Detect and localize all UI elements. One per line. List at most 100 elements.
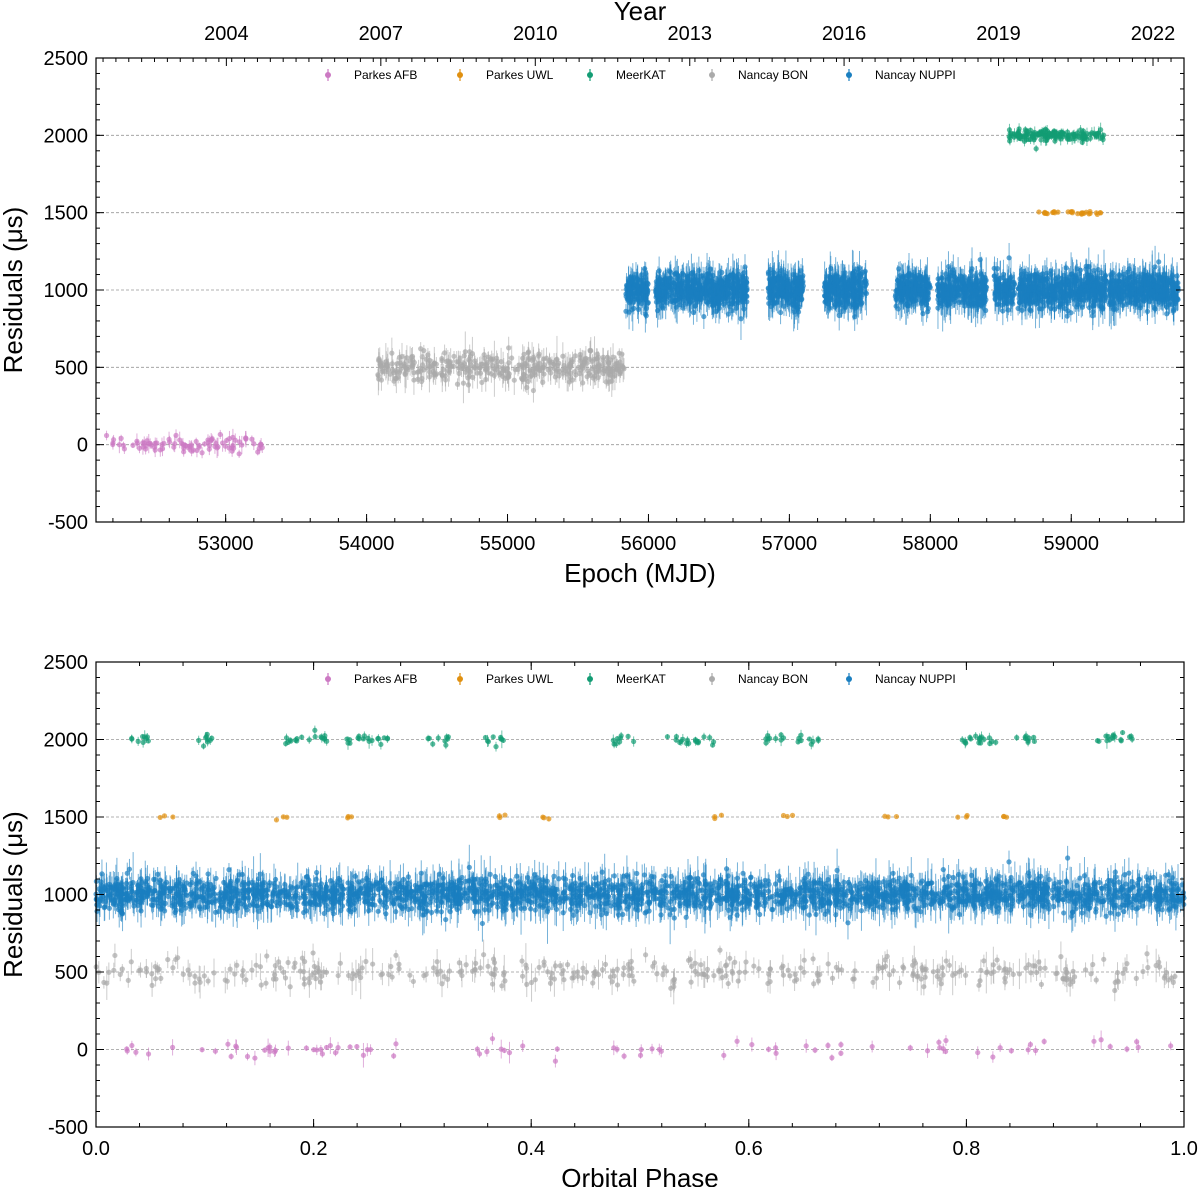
data-point	[411, 377, 417, 383]
data-point	[258, 441, 264, 447]
data-point	[231, 445, 237, 451]
data-point	[236, 451, 242, 457]
data-point	[144, 438, 150, 444]
data-point	[556, 360, 562, 366]
data-point	[565, 369, 571, 375]
data-point	[548, 370, 554, 376]
data-point	[427, 369, 433, 375]
data-point	[465, 382, 472, 388]
data-point	[481, 355, 487, 361]
data-point	[533, 366, 540, 372]
data-point	[243, 436, 249, 442]
data-point	[489, 362, 495, 369]
data-point	[205, 437, 211, 443]
data-point	[554, 356, 560, 362]
data-point	[617, 369, 624, 375]
data-point	[451, 353, 457, 359]
data-point	[596, 363, 603, 369]
data-point	[473, 362, 479, 368]
data-point	[166, 439, 173, 445]
data-point	[249, 436, 255, 442]
data-point	[434, 371, 440, 377]
data-point	[577, 351, 583, 358]
data-point	[419, 375, 425, 382]
data-point	[1152, 264, 1158, 270]
data-point	[791, 300, 797, 307]
data-point	[673, 304, 679, 310]
data-point	[148, 442, 154, 448]
series-nancay-nuppi	[623, 242, 1181, 340]
data-point	[656, 268, 662, 274]
data-point	[134, 440, 140, 446]
data-point	[600, 357, 606, 363]
data-point	[460, 380, 467, 386]
data-point	[610, 368, 616, 374]
data-point	[498, 359, 504, 365]
data-point	[690, 309, 697, 316]
data-point	[836, 312, 842, 319]
data-point	[560, 353, 566, 359]
data-point	[461, 365, 467, 372]
data-point	[506, 360, 512, 366]
data-point	[465, 375, 471, 381]
data-point	[159, 446, 166, 452]
data-point	[433, 361, 439, 367]
data-point	[173, 432, 179, 438]
series-parkes-afb	[103, 428, 265, 459]
data-point	[521, 351, 527, 357]
data-point	[251, 441, 257, 447]
data-point	[511, 377, 517, 383]
data-point	[213, 440, 219, 447]
data-point	[572, 353, 578, 359]
data-point	[189, 448, 195, 454]
data-point	[193, 438, 199, 445]
data-point	[396, 369, 402, 376]
data-point	[209, 436, 215, 443]
data-point	[1091, 267, 1097, 274]
data-point	[239, 442, 245, 448]
data-point	[466, 356, 472, 363]
data-point	[587, 372, 594, 378]
data-point	[688, 270, 695, 276]
data-point	[171, 444, 177, 450]
data-point	[136, 445, 143, 451]
data-point	[524, 384, 530, 391]
data-point	[1156, 259, 1162, 265]
data-point	[509, 355, 515, 361]
data-point	[469, 350, 476, 357]
data-point	[588, 347, 594, 354]
data-point	[196, 444, 202, 450]
data-point	[405, 364, 411, 370]
data-point	[395, 374, 401, 380]
data-point	[610, 354, 616, 360]
data-point	[591, 364, 597, 370]
data-point	[512, 367, 518, 373]
data-point	[516, 362, 522, 368]
data-point	[701, 313, 707, 320]
data-point	[379, 368, 385, 374]
data-point	[506, 345, 512, 351]
data-point	[121, 446, 127, 452]
data-point	[384, 363, 390, 370]
data-point	[407, 358, 413, 364]
data-point	[529, 372, 535, 378]
data-point	[255, 449, 261, 455]
data-point	[177, 437, 183, 443]
data-point	[579, 363, 585, 369]
data-point	[620, 364, 626, 370]
data-point	[616, 350, 622, 356]
data-point	[541, 371, 547, 377]
data-point	[605, 370, 611, 376]
data-point	[958, 273, 964, 279]
data-point	[152, 447, 158, 453]
data-point	[615, 364, 621, 370]
data-point	[520, 377, 526, 383]
data-point	[765, 269, 772, 275]
data-point	[404, 355, 410, 361]
data-point	[416, 369, 422, 375]
data-point	[502, 375, 509, 381]
data-point	[612, 372, 618, 379]
data-point	[1064, 313, 1070, 319]
